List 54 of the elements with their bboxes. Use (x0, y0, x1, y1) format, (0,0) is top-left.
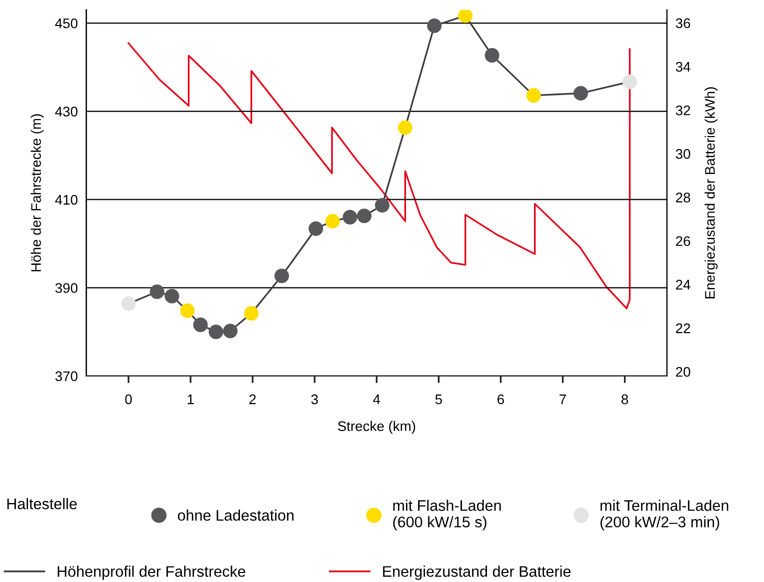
point (526, 88, 541, 103)
x-tick-label: 4 (373, 394, 380, 404)
x-tick-label: 2 (249, 394, 256, 404)
x-tick-label: 7 (560, 394, 566, 404)
point (180, 303, 195, 318)
y2-tick-label: 36 (676, 18, 690, 28)
x-axis-title: Strecke (km) (338, 420, 416, 434)
point (121, 296, 136, 311)
y-tick-label: 430 (55, 106, 78, 117)
point (374, 198, 390, 213)
y2-tick-label: 30 (676, 149, 690, 159)
x-tick-label: 8 (622, 394, 628, 404)
y2-tick-label: 34 (676, 62, 690, 72)
x-tick-label: 1 (188, 394, 194, 404)
y-tick-label: 410 (55, 194, 78, 205)
y2-tick-label: 26 (676, 236, 690, 246)
point (427, 18, 442, 34)
point (274, 268, 290, 284)
point (164, 288, 180, 304)
legend-label: Energiezustand der Batterie (383, 566, 571, 580)
point (622, 74, 638, 90)
y-tick-label: 450 (55, 18, 78, 28)
point (222, 324, 238, 338)
y-axis-title: Höhe der Fahrstrecke (m) (30, 114, 44, 272)
legend-title: Haltestelle (7, 498, 77, 510)
point (573, 86, 588, 101)
y2-tick-label: 22 (676, 323, 690, 334)
legend-label: mit Terminal-Laden (200 kW/2–3 min) (600, 500, 728, 530)
legend-label: mit Flash-Laden (600 kW/15 s) (393, 500, 501, 530)
y-tick-label: 390 (55, 283, 78, 293)
x-tick-label: 6 (498, 394, 504, 404)
x-tick-label: 0 (125, 394, 132, 404)
y2-tick-label: 32 (676, 105, 690, 116)
y-tick-label: 370 (55, 371, 78, 382)
y2-axis-title: Energiezustand der Batterie (kWh) (704, 87, 718, 298)
point (193, 318, 208, 332)
point (244, 306, 259, 321)
point (458, 10, 473, 23)
y2-tick-label: 28 (676, 192, 690, 202)
legend-label: ohne Ladestation (178, 510, 294, 521)
point (398, 120, 412, 135)
y2-tick-label: 20 (676, 366, 690, 377)
point (308, 221, 324, 236)
point (342, 210, 358, 224)
point (484, 48, 500, 63)
y2-tick-label: 24 (676, 280, 690, 290)
x-tick-label: 3 (311, 394, 318, 404)
x-tick-label: 5 (435, 394, 442, 404)
point (150, 284, 164, 300)
legend-label: Höhenprofil der Fahrstrecke (58, 566, 246, 580)
point (208, 324, 224, 340)
point (325, 214, 340, 228)
line-series (128, 42, 631, 310)
point (356, 208, 372, 224)
